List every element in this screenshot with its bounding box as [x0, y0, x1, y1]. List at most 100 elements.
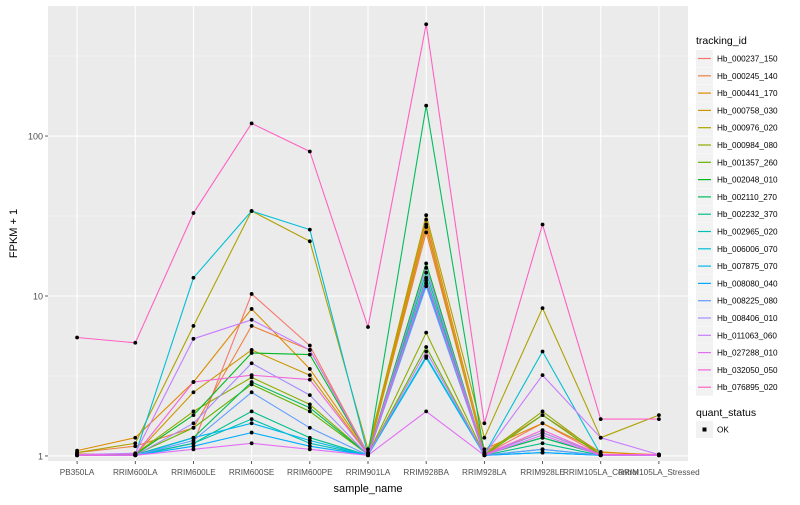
data-point — [307, 444, 312, 449]
legend-label: Hb_008406_010 — [717, 314, 778, 323]
data-point — [191, 441, 196, 446]
x-tick-label: RRIM600SE — [229, 468, 275, 477]
data-point — [191, 336, 196, 341]
data-point — [191, 380, 196, 384]
data-point — [540, 441, 545, 446]
data-point — [249, 317, 254, 322]
data-point — [424, 213, 429, 218]
data-point — [540, 421, 545, 426]
data-point — [249, 390, 254, 395]
data-point — [482, 452, 487, 457]
data-point — [191, 438, 196, 443]
data-point — [540, 373, 545, 378]
legend-label: Hb_000984_080 — [717, 141, 778, 150]
data-point — [366, 447, 370, 452]
data-point — [307, 405, 312, 410]
data-point — [366, 452, 370, 457]
data-point — [307, 352, 312, 357]
data-point — [307, 435, 312, 440]
legend-title: tracking_id — [696, 35, 747, 47]
data-point — [249, 348, 254, 352]
x-tick-label: RRIM901LA — [346, 468, 391, 477]
data-point — [191, 447, 196, 452]
legend-label: Hb_076895_020 — [717, 383, 778, 392]
data-point — [424, 349, 429, 354]
data-point — [133, 441, 138, 446]
legend-label: Hb_000245_140 — [717, 72, 778, 81]
data-point — [133, 444, 138, 449]
data-point — [249, 209, 254, 213]
data-point — [307, 438, 312, 443]
data-point — [424, 281, 429, 286]
legend-label: Hb_002965_020 — [717, 228, 778, 237]
data-point — [424, 330, 429, 335]
data-point — [249, 121, 254, 126]
legend-label: Hb_006006_070 — [717, 245, 778, 254]
data-point — [133, 435, 138, 440]
data-point — [424, 409, 429, 414]
data-point — [75, 335, 79, 340]
x-tick-label: PB350LA — [60, 468, 95, 477]
data-point — [249, 380, 254, 384]
data-point — [424, 345, 429, 349]
data-point — [191, 211, 196, 215]
x-tick-label: RRIM928LA — [462, 468, 507, 477]
data-point — [249, 421, 254, 426]
data-point — [657, 417, 661, 421]
data-point — [75, 453, 79, 458]
data-point — [598, 452, 603, 457]
data-point — [307, 227, 312, 232]
legend-title-quant-status: quant_status — [696, 407, 756, 419]
data-point — [482, 421, 487, 426]
data-point — [249, 441, 254, 446]
data-point — [540, 409, 545, 414]
data-point — [191, 413, 196, 418]
data-point — [191, 275, 196, 280]
legend-label: Hb_000237_150 — [717, 55, 778, 64]
data-point — [482, 435, 487, 440]
data-point — [191, 435, 196, 440]
data-point — [540, 306, 545, 311]
data-point — [191, 409, 196, 414]
data-point — [598, 435, 603, 440]
data-point — [424, 270, 429, 275]
legend-label: Hb_032050_050 — [717, 366, 778, 375]
data-point — [307, 393, 312, 398]
data-point — [307, 367, 312, 371]
data-point — [307, 377, 312, 382]
data-point — [133, 340, 138, 345]
legend-label: Hb_000441_170 — [717, 89, 778, 98]
data-point — [540, 433, 545, 438]
x-tick-label: RRIM105LA_Control — [563, 468, 639, 477]
data-point — [424, 230, 429, 235]
legend-key-point — [702, 427, 707, 432]
data-point — [424, 356, 429, 360]
legend-label: Hb_002232_370 — [717, 210, 778, 219]
legend-label: Hb_002048_010 — [717, 176, 778, 185]
data-point — [249, 324, 254, 328]
data-point — [307, 425, 312, 430]
x-tick-label: RRIM600PE — [287, 468, 333, 477]
legend-label: Hb_011063_060 — [717, 331, 777, 340]
data-point — [249, 292, 254, 296]
data-point — [307, 402, 312, 407]
data-point — [249, 351, 254, 355]
data-point — [598, 417, 603, 421]
data-point — [424, 265, 429, 270]
x-tick-label: RRIM928BA — [403, 468, 449, 477]
legend-label: Hb_008225_080 — [717, 297, 778, 306]
x-tick-label: RRIM928LE — [520, 468, 565, 477]
legend-label: Hb_000976_020 — [717, 124, 778, 133]
data-point — [424, 217, 429, 222]
legend-label: Hb_002110_270 — [717, 193, 777, 202]
data-point — [424, 284, 429, 289]
data-point — [598, 450, 603, 454]
data-point — [482, 447, 487, 452]
y-axis-title: FPKM + 1 — [8, 209, 20, 258]
y-tick-label: 10 — [33, 291, 43, 301]
data-point — [307, 149, 312, 154]
data-point — [540, 428, 545, 433]
x-tick-label: RRIM600LE — [171, 468, 216, 477]
data-point — [540, 447, 545, 452]
